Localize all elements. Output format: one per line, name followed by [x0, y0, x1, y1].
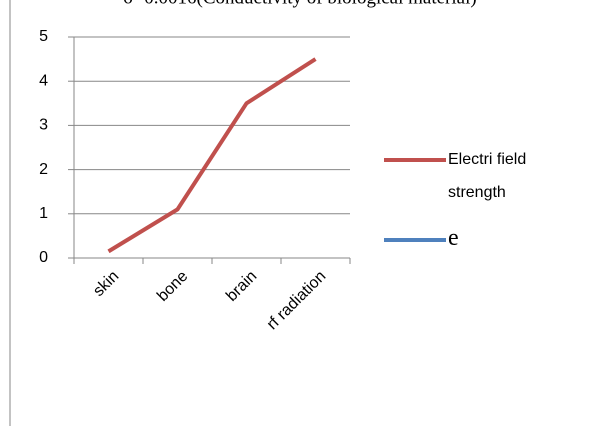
y-tick-label: 5	[39, 28, 48, 45]
y-tick-label: 4	[39, 72, 48, 89]
y-tick-label: 2	[39, 161, 48, 178]
x-tick-label: brain	[223, 268, 260, 305]
y-tick-label: 3	[39, 117, 48, 134]
series-line	[107, 57, 317, 254]
y-tick-label: 0	[39, 249, 48, 266]
legend-label: e	[448, 225, 459, 251]
x-tick-label: bone	[154, 268, 191, 305]
legend-entry: e	[448, 225, 459, 251]
y-tick-label: 1	[39, 205, 48, 222]
x-tick-label: skin	[90, 268, 122, 300]
x-tick-label: rf radiation	[264, 268, 329, 333]
chart-title: σ=0.0016(Conductivity of biological mate…	[123, 0, 476, 8]
legend-label: Electri field strength	[448, 151, 527, 201]
legend-entry: Electri field strength	[448, 151, 527, 201]
